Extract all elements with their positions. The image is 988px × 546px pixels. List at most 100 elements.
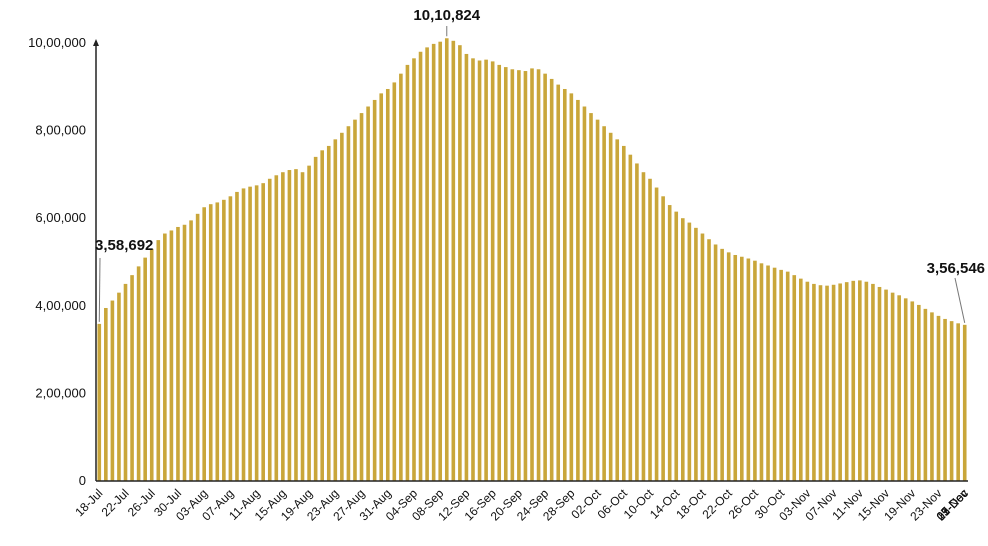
x-tick-label: 18-Jul (72, 486, 105, 519)
bar (700, 233, 705, 481)
bar (477, 60, 482, 482)
bar (353, 119, 357, 482)
bar (838, 283, 842, 481)
bar (412, 58, 416, 481)
bar (425, 47, 429, 481)
bar (884, 289, 888, 481)
bar (451, 40, 456, 482)
bar (615, 139, 620, 482)
bar (208, 204, 213, 481)
bar (799, 278, 803, 481)
bars-group (97, 38, 967, 482)
bar (831, 284, 836, 481)
bar (123, 283, 128, 481)
x-tick-label: 22-Jul (99, 486, 132, 519)
bar (464, 53, 469, 481)
bar (707, 239, 711, 481)
bar (956, 323, 960, 481)
bar (746, 258, 751, 481)
bar (536, 69, 541, 481)
bar (766, 265, 770, 481)
bar (589, 113, 593, 481)
bar (235, 191, 239, 482)
bar (110, 300, 115, 481)
bar (372, 99, 377, 481)
bar (490, 61, 495, 482)
y-tick-label: 10,00,000 (28, 35, 86, 50)
bar (261, 183, 265, 481)
bar (602, 126, 606, 481)
bar (149, 248, 154, 481)
bar (733, 254, 738, 481)
bar (274, 175, 279, 481)
bar (923, 308, 928, 481)
annotation-start: 3,58,692 (95, 237, 153, 254)
bar (267, 178, 272, 481)
bar (530, 68, 534, 482)
bar (163, 233, 167, 481)
bar (405, 64, 410, 482)
bar (726, 252, 731, 481)
bar (890, 292, 895, 481)
bar (385, 88, 390, 482)
bar (248, 186, 252, 481)
y-axis-arrow (93, 39, 99, 46)
bar (858, 280, 862, 481)
bar (97, 323, 102, 481)
bar (805, 281, 810, 481)
bar (294, 169, 298, 481)
y-tick-label: 2,00,000 (35, 385, 86, 400)
bar (608, 132, 613, 482)
bar (680, 218, 685, 481)
bar (418, 51, 423, 481)
y-tick-label: 6,00,000 (35, 210, 86, 225)
x-tick-labels: 18-Jul22-Jul26-Jul30-Jul03-Aug07-Aug11-A… (72, 486, 970, 524)
bar (458, 45, 462, 481)
bar (195, 213, 200, 481)
bar (871, 283, 875, 481)
bar (117, 292, 121, 481)
bar (215, 202, 220, 481)
bar (562, 88, 567, 482)
bar (864, 281, 869, 481)
bar (503, 67, 508, 481)
bar (510, 69, 515, 481)
bar (182, 224, 187, 481)
annotation-end: 3,56,546 (927, 260, 985, 277)
bar (189, 220, 193, 481)
bar (444, 38, 449, 481)
bar (333, 139, 338, 482)
annotations: 3,58,692 10,10,824 3,56,546 (95, 7, 985, 323)
bar (241, 188, 246, 482)
bar (523, 71, 528, 481)
annotation-leader (954, 277, 966, 323)
bar (740, 256, 744, 481)
bar (254, 185, 259, 481)
x-tick-label: 26-Jul (125, 486, 158, 519)
bar (326, 145, 331, 481)
bar (104, 307, 108, 481)
bar (156, 240, 161, 481)
bar (313, 156, 318, 481)
bar (320, 150, 324, 481)
bar (621, 145, 626, 481)
bar (143, 257, 147, 481)
bar (287, 170, 292, 481)
bar (897, 295, 901, 481)
bar (825, 285, 829, 481)
bar (635, 163, 639, 481)
bar (910, 301, 915, 481)
bar (549, 78, 554, 482)
bar (818, 285, 823, 481)
bar (359, 113, 364, 481)
annotation-peak: 10,10,824 (413, 7, 480, 24)
bar (844, 282, 849, 481)
bar (785, 271, 790, 481)
bar (792, 275, 797, 481)
bar (949, 321, 954, 481)
bar (431, 43, 436, 481)
bar (759, 263, 764, 481)
bar (379, 93, 384, 482)
bar (346, 126, 351, 481)
